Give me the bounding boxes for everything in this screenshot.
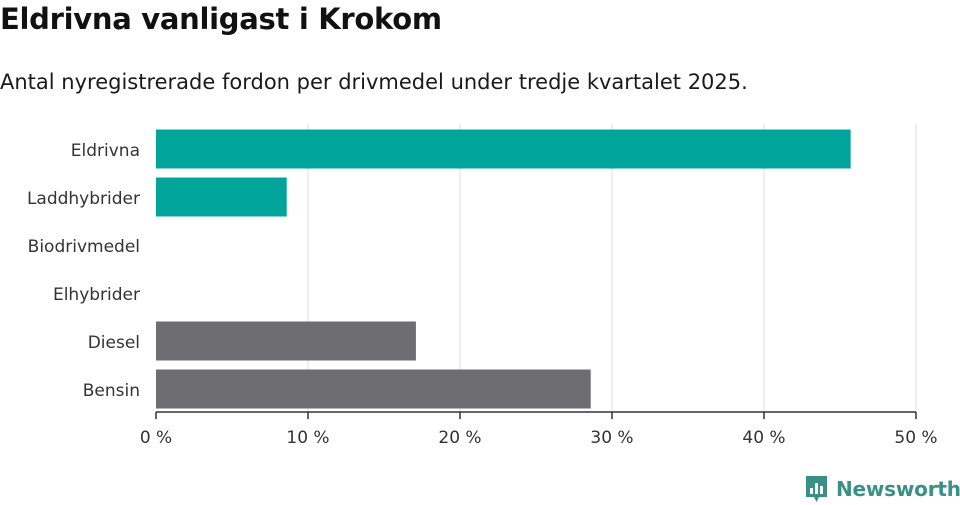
category-label-laddhybrider: Laddhybrider xyxy=(27,189,140,209)
newsworthy-logo: Newsworthy xyxy=(804,474,960,504)
bar-bensin xyxy=(156,369,591,409)
x-tick-label-4: 40 % xyxy=(742,428,785,448)
bar-eldrivna xyxy=(156,129,851,169)
bar-chart: Eldrivna Laddhybrider Biodrivmedel Elhybrid… xyxy=(27,124,938,448)
x-tick-label-3: 30 % xyxy=(590,428,633,448)
category-label-elhybrider: Elhybrider xyxy=(53,285,140,305)
newsworthy-chart-icon xyxy=(806,476,827,502)
bar-laddhybrider xyxy=(156,177,287,217)
x-tick-label-1: 10 % xyxy=(286,428,329,448)
chart-subtitle: Antal nyregistrerade fordon per drivmede… xyxy=(0,70,748,94)
chart-title: Eldrivna vanligast i Krokom xyxy=(0,2,442,36)
category-label-diesel: Diesel xyxy=(88,333,140,353)
x-tick-label-0: 0 % xyxy=(140,428,172,448)
bar-diesel xyxy=(156,321,416,361)
x-tick-label-5: 50 % xyxy=(894,428,937,448)
category-label-bensin: Bensin xyxy=(83,381,140,401)
category-label-eldrivna: Eldrivna xyxy=(71,141,140,161)
logo-text: Newsworthy xyxy=(836,477,960,501)
category-label-biodrivmedel: Biodrivmedel xyxy=(28,237,140,257)
x-tick-label-2: 20 % xyxy=(438,428,481,448)
